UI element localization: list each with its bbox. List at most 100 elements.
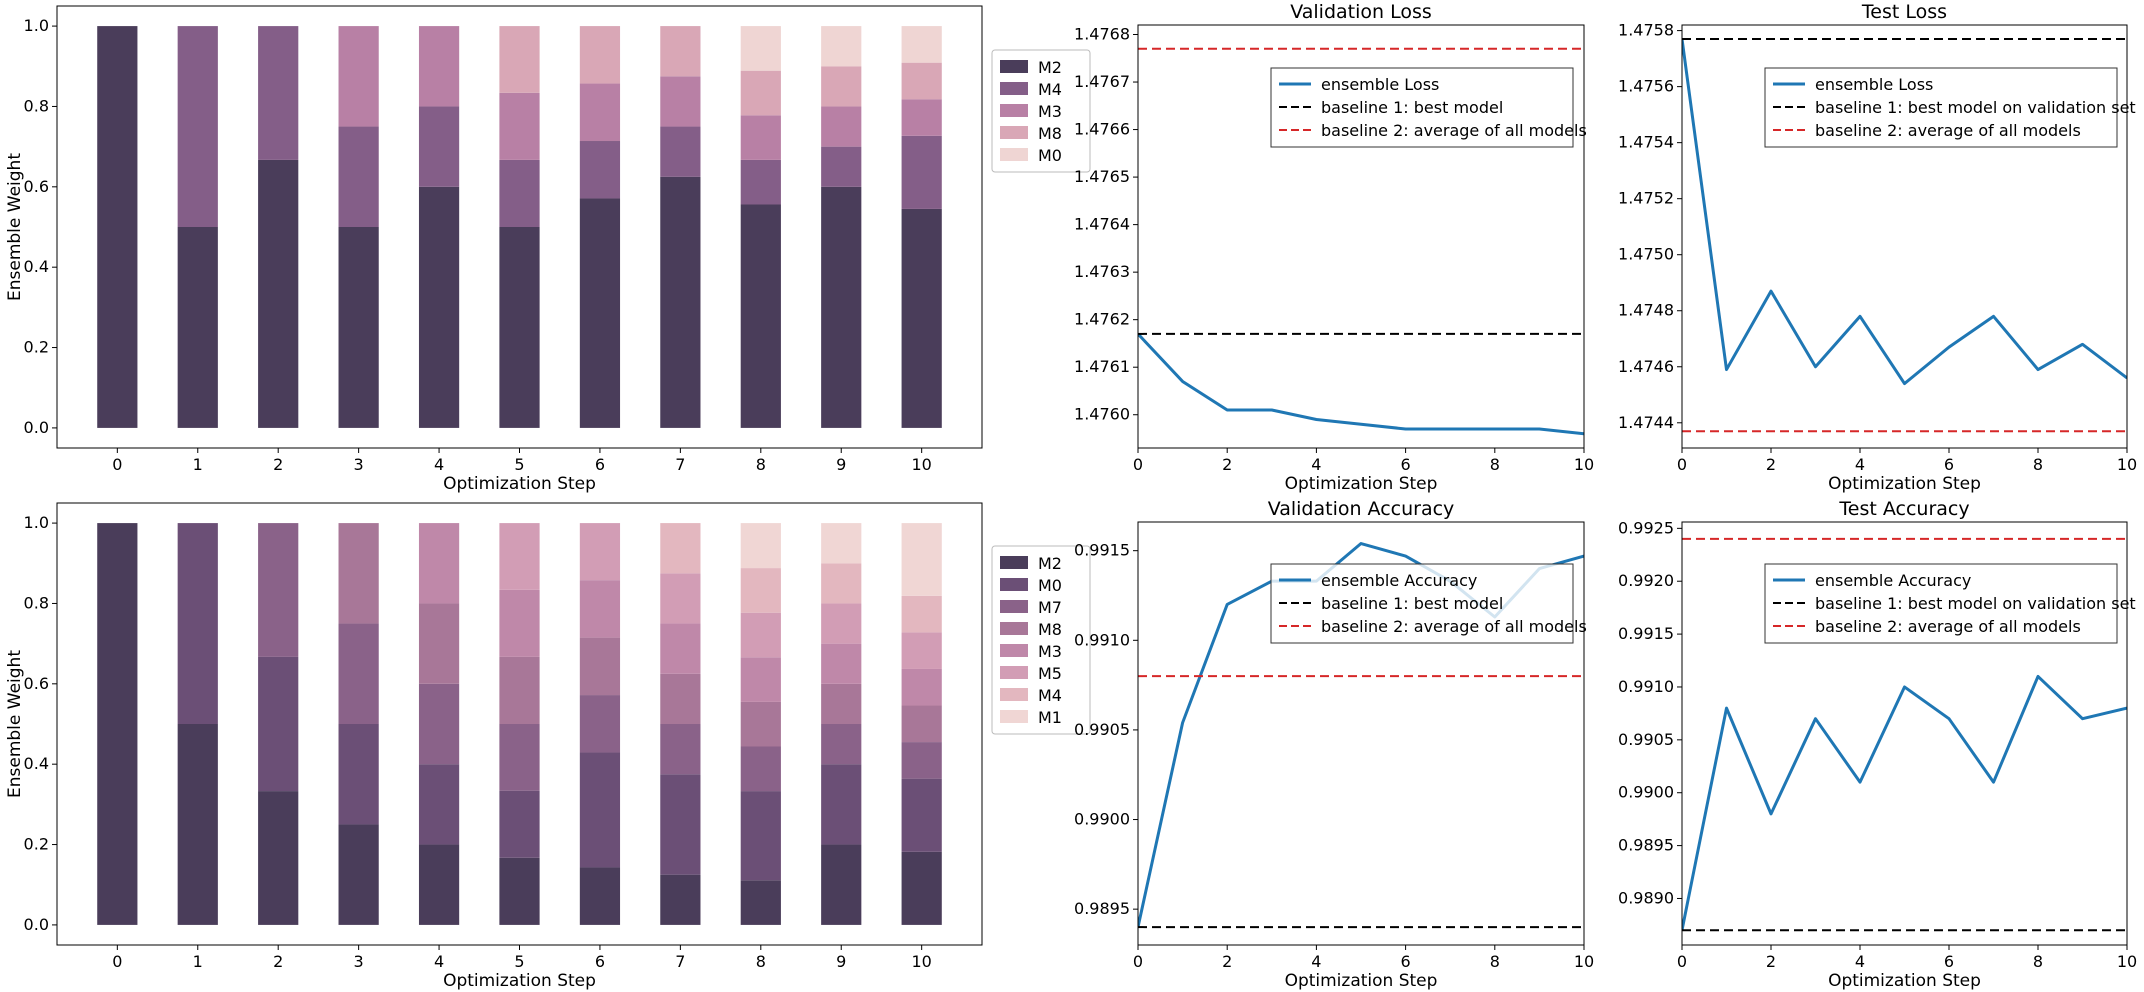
legend-label-m3: M3 bbox=[1038, 102, 1062, 121]
bar-segment-m3-step-10 bbox=[901, 668, 942, 706]
bar-segment-m4-step-2 bbox=[258, 26, 299, 160]
bar-segment-m2-step-8 bbox=[740, 880, 781, 925]
bar-segment-m4-step-7 bbox=[660, 126, 701, 177]
y-tick-label: 0.9895 bbox=[1618, 836, 1674, 855]
plot-area bbox=[1138, 47, 1584, 436]
bar-segment-m8-step-4 bbox=[418, 603, 460, 684]
x-tick-label: 5 bbox=[514, 952, 524, 971]
y-tick-label: 1.0 bbox=[24, 513, 49, 532]
legend-label: ensemble Loss bbox=[1321, 75, 1439, 94]
legend-swatch-m3 bbox=[1000, 104, 1028, 117]
legend-label-m8: M8 bbox=[1038, 620, 1062, 639]
x-tick-label: 8 bbox=[2033, 455, 2043, 474]
bar-segment-m2-step-1 bbox=[177, 227, 218, 428]
y-tick-label: 0.8 bbox=[24, 96, 49, 115]
bar-segment-m3-step-6 bbox=[579, 580, 621, 638]
bar-segment-m0-step-7 bbox=[660, 774, 701, 875]
x-tick-label: 1 bbox=[193, 952, 203, 971]
bar-segment-m7-step-2 bbox=[258, 523, 299, 657]
x-tick-label: 6 bbox=[1944, 952, 1954, 971]
bar-segment-m2-step-1 bbox=[177, 724, 218, 925]
bar-segment-m2-step-7 bbox=[660, 874, 701, 925]
y-tick-label: 1.4752 bbox=[1618, 189, 1674, 208]
legend-box bbox=[991, 545, 1091, 735]
legend-label: baseline 2: average of all models bbox=[1321, 121, 1587, 140]
bar-segment-m3-step-8 bbox=[740, 115, 781, 160]
y-tick-label: 0.9920 bbox=[1618, 571, 1674, 590]
y-tick-label: 1.4765 bbox=[1074, 167, 1130, 186]
y-tick-label: 0.9895 bbox=[1074, 899, 1130, 918]
legend-swatch-m1 bbox=[1000, 710, 1028, 723]
x-tick-label: 8 bbox=[1490, 952, 1500, 971]
x-tick-label: 3 bbox=[354, 455, 364, 474]
legend: M2 M4 M3 M8 M0 bbox=[991, 49, 1091, 173]
legend-box bbox=[1270, 563, 1574, 644]
x-tick-label: 2 bbox=[1222, 455, 1232, 474]
axes-frame bbox=[1681, 521, 2128, 946]
x-axis-label: Optimization Step bbox=[443, 474, 596, 494]
legend-label-m2: M2 bbox=[1038, 554, 1062, 573]
x-tick-label: 4 bbox=[1311, 952, 1321, 971]
bar-segment-m2-step-6 bbox=[579, 198, 621, 428]
legend-label: baseline 1: best model on validation set bbox=[1815, 98, 2136, 117]
legend-box bbox=[991, 49, 1091, 173]
y-tick-label: 0.0 bbox=[24, 418, 49, 437]
x-tick-label: 8 bbox=[2033, 952, 2043, 971]
legend-label: ensemble Loss bbox=[1815, 75, 1933, 94]
weights-top-panel: 0 1 2 3 4 5 6 7 8 9 10 0.0 0.2 0.4 0.6 0.8 1.0 Optimizati… bbox=[5, 5, 1091, 494]
x-tick-label: 0 bbox=[1677, 455, 1687, 474]
y-tick-label: 1.4767 bbox=[1074, 72, 1130, 91]
legend-label: baseline 2: average of all models bbox=[1815, 617, 2081, 636]
bar-segment-m4-step-4 bbox=[418, 106, 460, 187]
axes-frame bbox=[1681, 24, 2128, 449]
legend: ensemble Loss baseline 1: best model basel… bbox=[1270, 67, 1587, 148]
legend-label-m4: M4 bbox=[1038, 686, 1062, 705]
x-tick-label: 10 bbox=[911, 455, 931, 474]
bar-segment-m3-step-8 bbox=[740, 657, 781, 702]
ensemble-line bbox=[1682, 674, 2127, 931]
legend-box bbox=[1764, 67, 2118, 148]
ensemble-line bbox=[1138, 332, 1584, 436]
bar-segment-m7-step-10 bbox=[901, 742, 942, 779]
legend-label-m4: M4 bbox=[1038, 80, 1062, 99]
bar-segment-m0-step-10 bbox=[901, 778, 942, 852]
bar-segment-m0-step-6 bbox=[579, 752, 621, 868]
bar-segment-m3-step-9 bbox=[821, 106, 862, 147]
bar-segment-m2-step-4 bbox=[418, 844, 460, 925]
bar-segment-m5-step-10 bbox=[901, 632, 942, 669]
legend-swatch-m2 bbox=[1000, 556, 1028, 569]
y-tick-label: 1.4763 bbox=[1074, 262, 1130, 281]
bar-segment-m0-step-2 bbox=[258, 656, 299, 792]
bar-segment-m4-step-5 bbox=[499, 159, 540, 227]
bar-segment-m3-step-5 bbox=[499, 92, 540, 160]
y-tick-label: 1.4761 bbox=[1074, 357, 1130, 376]
bar-segment-m8-step-6 bbox=[579, 637, 621, 696]
val-loss-panel: 0 2 4 6 8 10 1.4760 1.4761 1.4762 1.4763 1.4764 1.4… bbox=[1074, 1, 1594, 494]
bar-segment-m0-step-8 bbox=[740, 26, 781, 71]
legend-label-m7: M7 bbox=[1038, 598, 1062, 617]
bar-segment-m3-step-5 bbox=[499, 589, 540, 657]
y-tick-label: 1.4766 bbox=[1074, 120, 1130, 139]
legend-swatch-m0 bbox=[1000, 148, 1028, 161]
x-tick-label: 7 bbox=[675, 455, 685, 474]
y-tick-label: 0.9905 bbox=[1074, 720, 1130, 739]
bar-segment-m2-step-4 bbox=[418, 186, 460, 428]
bar-segment-m7-step-8 bbox=[740, 746, 781, 792]
bar-segment-m2-step-5 bbox=[499, 227, 540, 428]
legend-label-m0: M0 bbox=[1038, 146, 1062, 165]
x-tick-label: 4 bbox=[1855, 952, 1865, 971]
y-tick-label: 1.4758 bbox=[1618, 21, 1674, 40]
weights-bottom-panel: 0 1 2 3 4 5 6 7 8 9 10 0.0 0.2 0.4 0.6 0.8 1.0 Optimizati… bbox=[5, 502, 1091, 991]
bar-segment-m2-step-10 bbox=[901, 851, 942, 925]
legend: ensemble Accuracy baseline 1: best model b… bbox=[1270, 563, 1587, 644]
chart-title: Test Loss bbox=[1861, 1, 1947, 23]
bar-segment-m3-step-9 bbox=[821, 643, 862, 684]
legend: ensemble Loss baseline 1: best model on v… bbox=[1764, 67, 2136, 148]
legend-label-m1: M1 bbox=[1038, 708, 1062, 727]
legend: M2 M0 M7 M8 M3 M5 M4 M1 bbox=[991, 545, 1091, 735]
bar-segment-m0-step-3 bbox=[338, 724, 379, 825]
bar-segment-m4-step-10 bbox=[901, 595, 942, 633]
val-acc-panel: 0 2 4 6 8 10 0.9895 0.9900 0.9905 0.9910 0.9915 Val… bbox=[1074, 498, 1594, 991]
y-tick-label: 0.9915 bbox=[1618, 624, 1674, 643]
y-tick-label: 0.6 bbox=[24, 177, 49, 196]
